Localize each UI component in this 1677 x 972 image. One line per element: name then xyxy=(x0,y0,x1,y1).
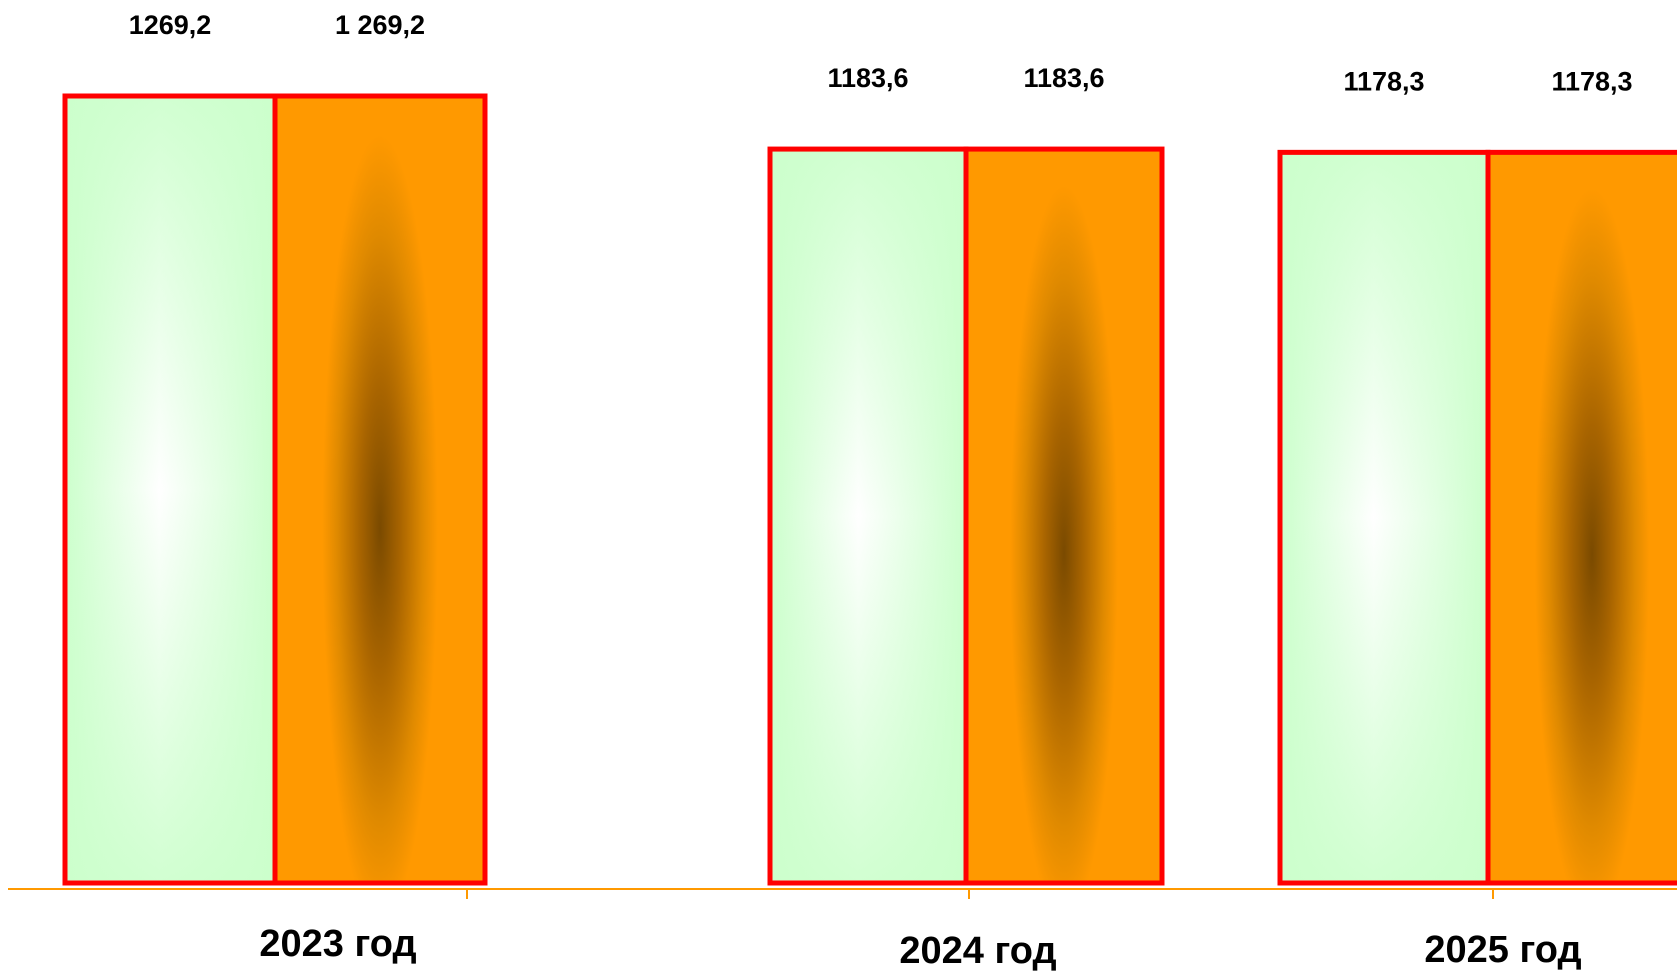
value-label-green-1: 1269,2 xyxy=(129,10,212,40)
value-label-orange-1: 1 269,2 xyxy=(335,10,425,40)
bar-orange-1 xyxy=(272,93,488,886)
category-label-1: 2023 год xyxy=(259,923,416,965)
category-label-2: 2024 год xyxy=(899,930,1056,972)
value-label-green-2: 1183,6 xyxy=(827,63,908,93)
value-label-orange-2: 1183,6 xyxy=(1023,63,1104,93)
value-label-orange-3: 1178,3 xyxy=(1551,66,1632,96)
bar-orange-2 xyxy=(963,146,1165,886)
value-label-green-3: 1178,3 xyxy=(1343,66,1424,96)
category-label-3: 2025 год xyxy=(1424,929,1581,971)
bar-green-1 xyxy=(62,93,278,886)
bar-green-2 xyxy=(767,146,969,886)
bar-orange-3 xyxy=(1485,149,1677,886)
bar-green-3 xyxy=(1277,149,1491,886)
